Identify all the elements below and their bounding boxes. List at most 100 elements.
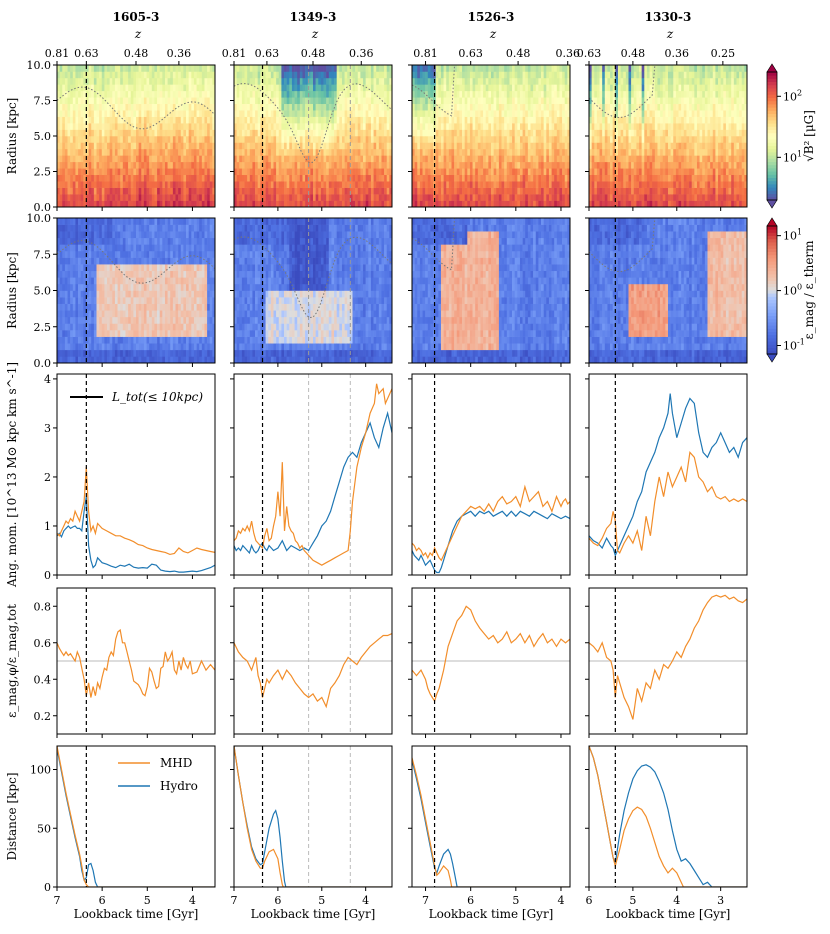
heat-cell [365,142,369,150]
heat-cell [646,71,650,79]
heat-cell [249,110,253,117]
heat-cell [625,174,629,182]
heat-cell [707,90,711,98]
heat-cell [612,187,616,195]
heat-cell [422,103,426,111]
heat-cell [326,200,330,208]
heat-cell [543,110,547,117]
heat-cell [496,148,500,156]
heat-cell [120,142,124,150]
heat-cell [707,168,711,176]
heat-cell [365,174,369,182]
heat-cell [475,200,479,208]
heat-cell [386,90,390,98]
heat-cell [70,123,74,130]
heat-cell [644,155,648,163]
heat-cell [467,194,471,201]
heat-cell [352,174,356,182]
heat-cell [662,103,666,111]
heat-cell [628,129,632,137]
heat-cell [639,194,642,201]
heat-cell [344,77,348,85]
heat-cell [133,161,137,169]
heat-cell [178,136,182,143]
heat-cell [604,84,608,92]
heat-cell [368,116,372,124]
heat-cell [78,71,81,79]
heat-cell [336,168,340,176]
heat-cell [188,161,192,169]
heat-cell [120,110,124,117]
heat-cell [318,194,322,201]
heat-cell [665,71,669,79]
heat-cell [323,65,327,72]
heat-cell [305,136,309,143]
heat-cell [236,84,240,92]
heat-cell [691,116,695,124]
heat-cell [519,200,523,208]
heat-cell [683,84,687,92]
heat-cell [151,168,155,176]
heat-cell [533,123,537,130]
heat-cell [443,84,447,92]
heat-cell [109,97,113,105]
heat-cell [559,148,563,156]
heat-cell [548,71,552,79]
heat-cell [535,110,539,117]
heat-cell [543,155,547,163]
heat-cell [425,116,429,124]
heat-cell [430,136,434,143]
heat-cell [522,187,526,195]
heat-cell [341,136,345,143]
heat-cell [517,84,521,92]
heat-cell [562,71,566,79]
heat-cell [234,65,237,72]
heat-cell [252,116,256,124]
heat-cell [448,110,452,117]
heat-cell [244,181,248,188]
heat-cell [286,129,290,137]
heat-cell [623,129,627,137]
heat-cell [506,148,510,156]
heat-cell [117,103,121,111]
heat-cell [193,97,197,105]
heat-cell [239,181,243,188]
heat-cell [446,116,450,124]
heat-cell [157,110,160,117]
heat-cell [289,110,293,117]
heat-cell [675,142,679,150]
heat-cell [151,129,155,137]
heat-cell [430,123,434,130]
heat-cell [448,71,452,79]
heat-cell [662,136,666,143]
heat-cell [120,90,124,98]
heat-cell [62,174,66,182]
heat-cell [323,174,327,182]
heat-cell [435,200,439,208]
heat-cell [652,65,656,72]
heat-cell [430,187,434,195]
heat-cell [370,187,374,195]
heat-cell [162,181,166,188]
heat-cell [234,103,237,111]
heat-cell [417,194,421,201]
heat-cell [610,90,613,98]
heat-cell [493,110,497,117]
heat-cell [425,110,429,117]
heat-cell [491,161,494,169]
heat-cell [559,194,563,201]
heat-cell [344,90,348,98]
heat-cell [699,129,703,137]
heat-cell [164,187,168,195]
heat-cell [501,129,505,137]
heat-cell [567,161,571,169]
heat-cell [355,181,359,188]
heat-cell [122,71,126,79]
heat-cell [567,148,571,156]
heat-cell [252,97,256,105]
heat-cell [673,194,677,201]
heat-cell [596,148,600,156]
heat-cell [554,77,558,85]
heat-cell [472,97,476,105]
heat-cell [305,77,309,85]
